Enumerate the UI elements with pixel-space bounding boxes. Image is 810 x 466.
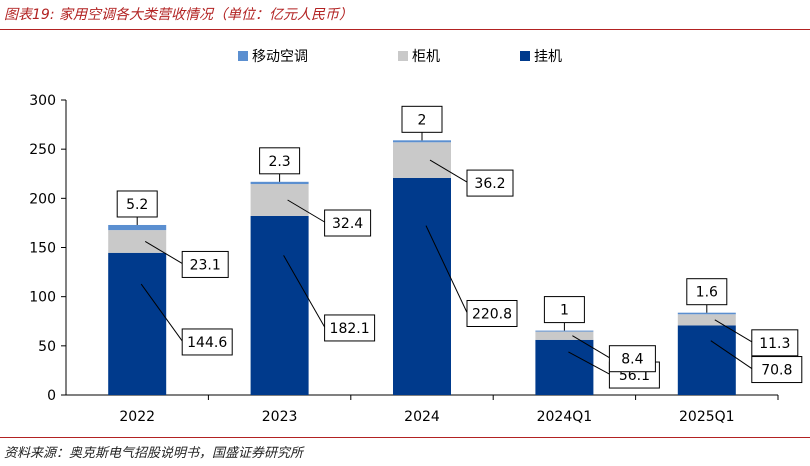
leader-mid-2025Q1 (714, 319, 753, 343)
label-bottom-2022-box (181, 328, 233, 356)
legend-swatch (520, 51, 530, 61)
label-bottom-2023-box (324, 314, 376, 342)
bar-柜机-2024Q1 (535, 331, 594, 340)
label-top-2022: 5.2 (116, 190, 158, 218)
label-bottom-2022-text: 144.6 (187, 335, 227, 351)
label-bottom-2023-text: 182.1 (330, 321, 370, 337)
label-bottom-2023: 182.1 (324, 314, 376, 342)
label-mid-2025Q1: 11.3 (751, 329, 799, 357)
label-top-2024-text: 2 (418, 112, 427, 128)
bar-挂机-2023 (250, 215, 309, 395)
bar-挂机-2022 (108, 252, 167, 395)
bar-柜机-2024 (393, 142, 451, 178)
label-top-2024Q1-box (543, 296, 585, 324)
label-bottom-2025Q1-box (751, 356, 803, 384)
footer-rule (0, 437, 810, 438)
label-top-2024-box (401, 105, 443, 133)
leader-mid-2024Q1 (572, 335, 610, 359)
label-top-2024Q1-text: 1 (560, 303, 569, 319)
label-top-2025Q1-box (686, 278, 728, 306)
x-tick-label: 2022 (119, 409, 155, 425)
leader-bottom-2025Q1 (710, 340, 753, 369)
y-tick-label: 150 (29, 241, 56, 257)
legend-label: 柜机 (412, 49, 440, 65)
label-mid-2023-box (324, 209, 372, 237)
leader-bottom-2024 (425, 225, 468, 313)
label-mid-2024Q1: 8.4 (608, 345, 656, 373)
label-top-2023-text: 2.3 (268, 154, 290, 170)
y-tick-label: 300 (29, 93, 56, 109)
label-mid-2024-box (466, 169, 514, 197)
bar-移动空调-2022 (108, 224, 167, 231)
source-note: 资料来源：奥克斯电气招股说明书，国盛证券研究所 (4, 446, 304, 461)
leader-bottom-2024Q1 (568, 351, 610, 375)
label-bottom-2025Q1-text: 70.8 (761, 363, 792, 379)
label-top-2025Q1-text: 1.6 (696, 285, 718, 301)
bar-柜机-2023 (250, 184, 309, 216)
legend-swatch (238, 51, 248, 61)
stacked-bar-chart: 移动空调 柜机 挂机 0 50 100 150 200 250 300 2022 2023 2024 2… (29, 49, 803, 425)
label-bottom-2025Q1: 70.8 (751, 356, 803, 384)
leader-mid-2023 (287, 199, 325, 223)
legend-label: 挂机 (534, 49, 562, 65)
x-tick-label: 2025Q1 (679, 409, 735, 425)
bar-柜机-2022 (108, 230, 167, 253)
title-rule (0, 29, 810, 30)
label-mid-2024: 36.2 (466, 169, 514, 197)
bar-挂机-2024Q1 (535, 339, 594, 395)
y-tick-label: 100 (29, 290, 56, 306)
label-mid-2024Q1-box (608, 345, 656, 373)
y-tick-label: 50 (38, 339, 56, 355)
label-top-2022-box (116, 190, 158, 218)
bar-移动空调-2025Q1 (677, 312, 736, 315)
bar-柜机-2025Q1 (677, 314, 736, 326)
leader-mid-2024 (429, 159, 468, 183)
label-mid-2024Q1-text: 8.4 (621, 352, 643, 368)
label-bottom-2022: 144.6 (181, 328, 233, 356)
leader-bottom-2022 (140, 283, 183, 342)
label-mid-2025Q1-box (751, 329, 799, 357)
y-tick-label: 200 (29, 191, 56, 207)
label-mid-2024-text: 36.2 (474, 176, 505, 192)
label-top-2025Q1: 1.6 (686, 278, 728, 306)
label-top-2022-text: 5.2 (126, 197, 148, 213)
bar-挂机-2025Q1 (677, 325, 736, 395)
x-tick-label: 2024Q1 (537, 409, 593, 425)
bar-series (108, 140, 736, 395)
label-top-2024Q1: 1 (543, 296, 585, 324)
legend-label: 移动空调 (252, 49, 308, 65)
leader-mid-2022 (144, 241, 183, 264)
label-mid-2022-box (181, 250, 229, 278)
chart-title: 图表19: 家用空调各大类营收情况（单位：亿元人民币） (4, 7, 353, 23)
label-top-2023-box (259, 147, 301, 175)
label-mid-2022: 23.1 (181, 250, 229, 278)
label-bottom-2024-text: 220.8 (472, 306, 512, 322)
label-top-2023: 2.3 (259, 147, 301, 175)
label-mid-2022-text: 23.1 (190, 257, 221, 273)
bar-挂机-2024 (393, 177, 451, 395)
label-bottom-2024-box (466, 299, 518, 327)
bar-移动空调-2024Q1 (535, 330, 594, 332)
legend-swatch (398, 51, 408, 61)
label-mid-2023: 32.4 (324, 209, 372, 237)
label-mid-2025Q1-text: 11.3 (759, 336, 790, 352)
data-labels: 144.623.15.2182.132.42.3220.836.2256.18.… (116, 105, 803, 389)
x-tick-label: 2023 (262, 409, 298, 425)
label-mid-2023-text: 32.4 (332, 216, 363, 232)
label-top-2024: 2 (401, 105, 443, 133)
leader-bottom-2023 (283, 255, 326, 328)
bar-移动空调-2023 (250, 181, 309, 185)
chart-axes: 0 50 100 150 200 250 300 2022 2023 2024 2024Q1 2025… (29, 93, 779, 425)
y-tick-label: 0 (47, 388, 56, 404)
y-tick-label: 250 (29, 142, 56, 158)
label-bottom-2024: 220.8 (466, 299, 518, 327)
legend: 移动空调 柜机 挂机 (238, 49, 562, 65)
bar-移动空调-2024 (393, 140, 451, 143)
x-tick-label: 2024 (404, 409, 440, 425)
